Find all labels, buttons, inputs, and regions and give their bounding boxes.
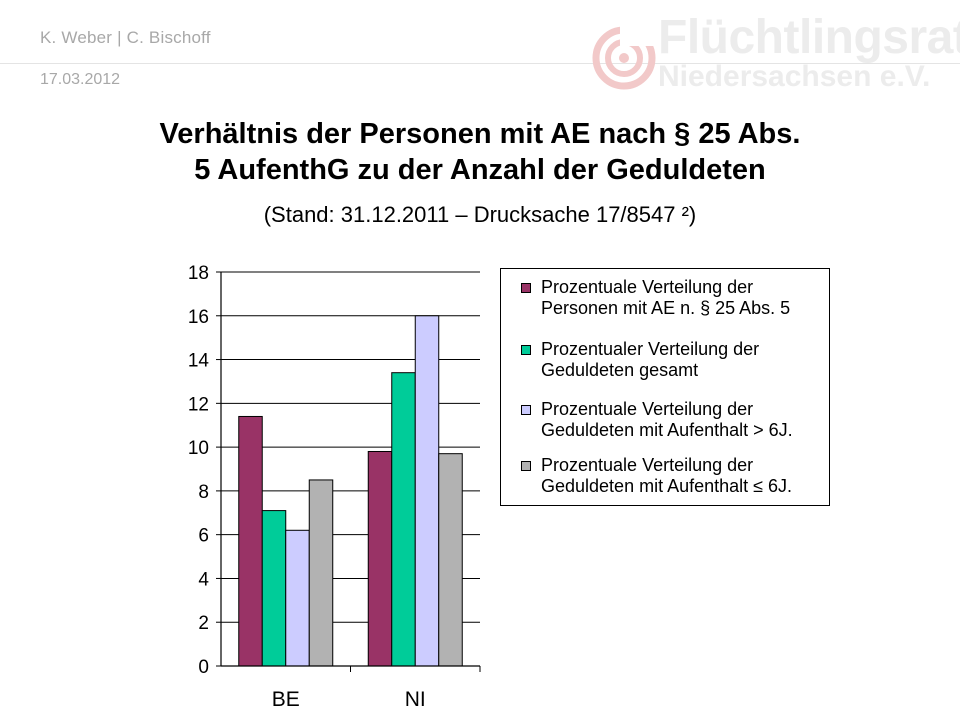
- logo-text-primary: Flüchtlingsrat: [658, 11, 960, 64]
- y-tick-label: 10: [188, 438, 209, 459]
- organization-logo: Flüchtlingsrat Niedersachsen e.V.: [590, 11, 960, 94]
- legend-label-line-2: Personen mit AE n. § 25 Abs. 5: [541, 298, 791, 318]
- legend-label-line-2: Geduldeten mit Aufenthalt > 6J.: [541, 420, 793, 440]
- y-tick-label: 12: [188, 394, 209, 415]
- y-tick-label: 6: [198, 526, 209, 547]
- bar-ni-series-3: [414, 315, 440, 667]
- y-tick-label: 14: [188, 351, 210, 372]
- legend-label-line-2: Geduldeten mit Aufenthalt ≤ 6J.: [541, 476, 793, 496]
- y-tick-label: 0: [198, 657, 209, 678]
- slide-date: 17.03.2012: [40, 71, 121, 88]
- header-divider: [0, 63, 960, 64]
- bar-be-series-4: [308, 479, 334, 667]
- legend-swatch: [521, 283, 531, 293]
- legend-label-line-1: Prozentualer Verteilung der: [541, 339, 760, 359]
- legend-label: Prozentualer Verteilung der Geduldeten ge…: [541, 339, 831, 381]
- y-tick-label: 8: [198, 482, 209, 503]
- y-tick-label: 18: [188, 263, 209, 284]
- bar-be-series-3: [285, 529, 310, 667]
- bar-be-series-2: [261, 510, 287, 667]
- y-tick-label: 4: [198, 569, 209, 590]
- bar-ni-series-2: [391, 372, 416, 667]
- slide-title: Verhältnis der Personen mit AE nach § 25…: [0, 116, 960, 188]
- title-line-1: Verhältnis der Personen mit AE nach § 25…: [159, 118, 801, 150]
- x-category-label: BE: [272, 688, 300, 711]
- legend-label-line-2: Geduldeten gesamt: [541, 360, 699, 380]
- legend-label: Prozentuale Verteilung der Geduldeten mit…: [541, 455, 831, 497]
- bar-ni-series-1: [367, 450, 393, 667]
- legend-label-line-1: Prozentuale Verteilung der: [541, 277, 754, 297]
- spiral-target-icon: [592, 24, 656, 90]
- legend-swatch: [521, 405, 531, 415]
- legend-label: Prozentuale Verteilung der Geduldeten mit…: [541, 399, 831, 441]
- legend-swatch: [521, 461, 531, 471]
- legend-swatch: [521, 345, 531, 355]
- author-names: K. Weber | C. Bischoff: [40, 28, 211, 47]
- bar-be-series-1: [238, 415, 263, 667]
- slide-subtitle: (Stand: 31.12.2011 – Drucksache 17/8547 …: [263, 202, 697, 227]
- logo-text-secondary: Niedersachsen e.V.: [658, 60, 931, 93]
- legend-label-line-1: Prozentuale Verteilung der: [541, 399, 754, 419]
- y-tick-label: 2: [198, 613, 209, 634]
- bar-ni-series-4: [438, 453, 463, 667]
- title-line-2: 5 AufenthG zu der Anzahl der Geduldeten: [194, 154, 766, 186]
- y-tick-label: 16: [188, 307, 209, 328]
- legend-label-line-1: Prozentuale Verteilung der: [541, 455, 754, 475]
- legend-label: Prozentuale Verteilung der Personen mit A…: [541, 277, 831, 319]
- chart-legend: Prozentuale Verteilung der Personen mit A…: [500, 268, 830, 506]
- x-category-label: NI: [405, 688, 426, 711]
